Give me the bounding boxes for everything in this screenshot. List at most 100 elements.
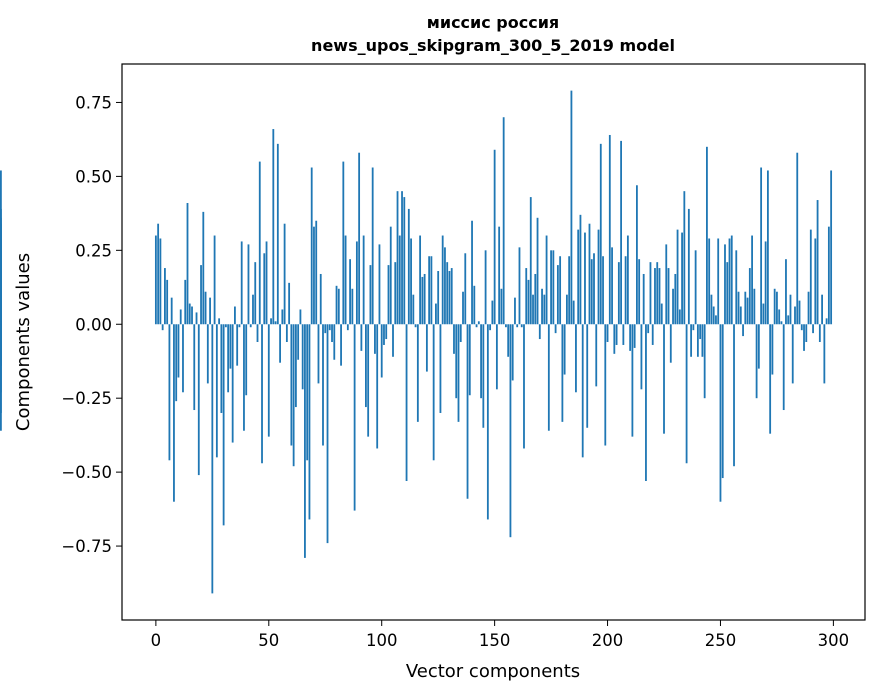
bar-undefined <box>0 324 2 393</box>
bar-291 <box>812 324 814 334</box>
bar-0 <box>154 235 157 325</box>
y-tick-label: −0.75 <box>61 537 112 556</box>
bar-27 <box>215 324 218 458</box>
bar-42 <box>249 324 252 328</box>
bar-68 <box>308 324 311 520</box>
bar-111 <box>405 324 408 481</box>
bar-99 <box>378 244 381 325</box>
bar-4 <box>164 268 166 325</box>
bar-182 <box>565 294 568 325</box>
bar-186 <box>575 324 577 393</box>
bar-206 <box>620 140 622 325</box>
bar-268 <box>760 167 763 325</box>
bar-126 <box>439 324 442 413</box>
bar-161 <box>518 247 521 325</box>
bar-133 <box>455 324 458 399</box>
bar-235 <box>685 324 688 464</box>
bar-14 <box>186 203 189 325</box>
bar-257 <box>735 250 738 325</box>
bar-204 <box>615 324 618 345</box>
bar-176 <box>552 250 555 325</box>
bar-1 <box>157 223 160 325</box>
bar-73 <box>319 273 322 325</box>
bar-225 <box>663 324 665 434</box>
bar-9 <box>175 324 178 402</box>
bar-69 <box>310 167 313 325</box>
bar-217 <box>645 324 647 481</box>
bar-227 <box>667 268 670 325</box>
bar-294 <box>818 324 821 342</box>
bar-244 <box>706 146 708 325</box>
bar-107 <box>396 191 399 325</box>
bar-215 <box>640 324 643 390</box>
bar-79 <box>333 324 336 360</box>
bar-19 <box>197 324 200 476</box>
bar-10 <box>177 324 180 378</box>
bar-174 <box>547 324 550 431</box>
bar-258 <box>737 291 740 325</box>
bar-75 <box>324 324 327 334</box>
bar-179 <box>559 256 562 325</box>
bar-125 <box>437 271 440 325</box>
bar-70 <box>313 226 315 325</box>
bar-150 <box>493 149 496 325</box>
bar-130 <box>448 271 451 325</box>
bar-276 <box>778 309 781 325</box>
y-tick-label: −0.50 <box>61 463 112 482</box>
bar-172 <box>543 294 546 325</box>
bar-43 <box>252 294 254 325</box>
bar-undefined <box>0 223 2 325</box>
y-tick-label: 0.25 <box>75 241 112 260</box>
bar-222 <box>656 262 659 325</box>
bar-271 <box>766 170 769 325</box>
x-tick-label: 50 <box>258 631 279 650</box>
bar-100 <box>380 324 383 378</box>
bar-297 <box>825 318 828 325</box>
bar-30 <box>222 324 225 526</box>
bar-16 <box>191 306 193 325</box>
bar-25 <box>211 324 214 594</box>
bar-2 <box>159 238 162 325</box>
bar-148 <box>489 324 492 331</box>
bar-269 <box>762 303 765 325</box>
bar-168 <box>534 273 537 325</box>
bar-264 <box>751 235 753 325</box>
bar-116 <box>416 324 419 422</box>
bar-236 <box>687 208 690 325</box>
bar-158 <box>511 324 514 381</box>
bar-295 <box>821 294 823 325</box>
bar-203 <box>613 324 616 354</box>
bar-97 <box>374 324 376 354</box>
bar-153 <box>500 288 503 325</box>
bar-190 <box>584 232 586 325</box>
bar-113 <box>410 238 412 325</box>
bar-104 <box>389 226 392 325</box>
bar-173 <box>545 235 548 325</box>
bar-66 <box>304 324 306 558</box>
bar-293 <box>816 200 819 325</box>
bar-37 <box>238 324 241 328</box>
bar-283 <box>794 306 796 325</box>
bar-53 <box>274 321 277 325</box>
bar-171 <box>541 288 543 325</box>
bar-280 <box>787 315 790 325</box>
bar-106 <box>394 262 397 325</box>
bar-undefined <box>0 321 2 325</box>
bar-117 <box>419 235 422 325</box>
bar-85 <box>346 324 349 331</box>
bar-220 <box>651 324 654 345</box>
bar-184 <box>570 90 573 325</box>
bar-41 <box>247 244 250 325</box>
bar-218 <box>647 324 650 334</box>
bar-60 <box>290 324 293 446</box>
bar-49 <box>265 241 268 325</box>
bar-12 <box>182 324 184 393</box>
bar-177 <box>554 324 557 334</box>
bar-63 <box>297 324 300 360</box>
bar-266 <box>755 324 758 399</box>
bar-279 <box>785 259 787 325</box>
bar-146 <box>484 250 487 325</box>
bar-11 <box>179 309 182 325</box>
bar-234 <box>683 191 686 325</box>
bar-197 <box>599 143 602 325</box>
